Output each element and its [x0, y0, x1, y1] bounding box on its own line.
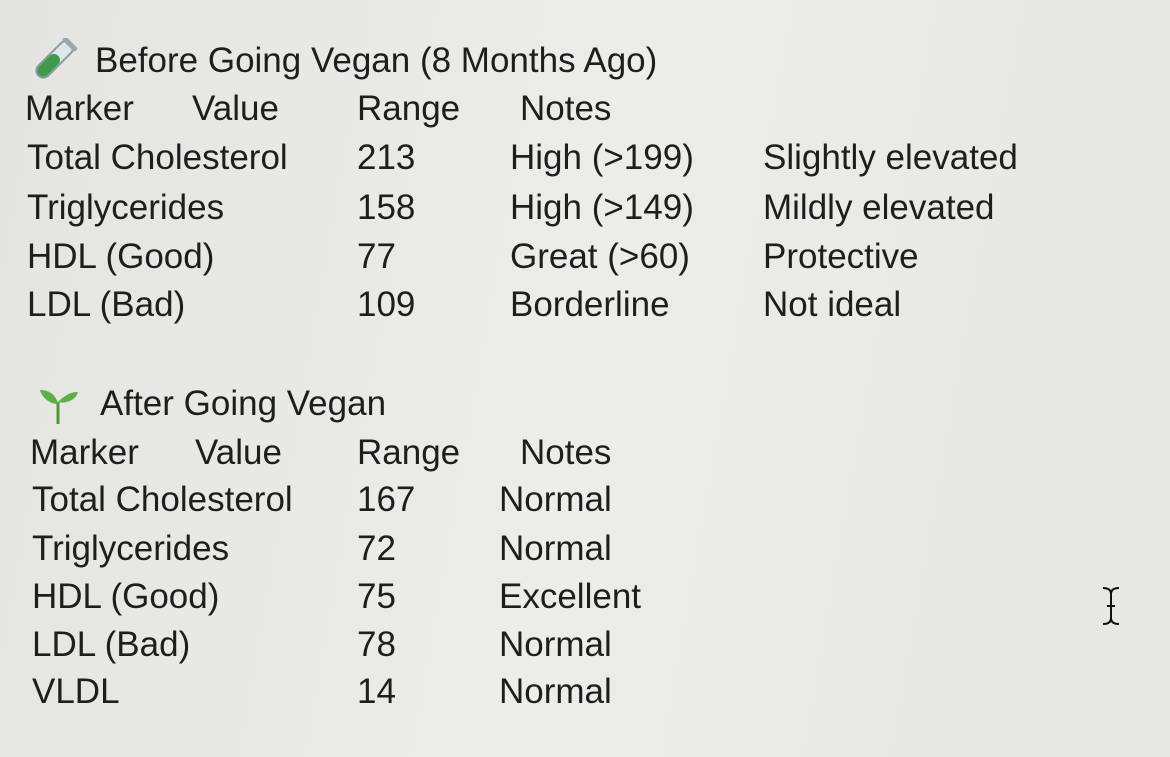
- value-cell: 72: [357, 529, 396, 568]
- column-header: Notes: [520, 433, 612, 472]
- marker-cell: VLDL: [32, 672, 120, 711]
- column-header: Range: [357, 89, 461, 128]
- value-cell: 78: [357, 625, 396, 664]
- value-cell: 75: [357, 577, 396, 616]
- test-tube-icon: [35, 38, 78, 79]
- marker-cell: Total Cholesterol: [27, 138, 288, 177]
- column-header: Notes: [520, 89, 612, 128]
- section-title: Before Going Vegan (8 Months Ago): [95, 41, 658, 80]
- value-cell: 213: [357, 138, 416, 177]
- column-header: Marker: [30, 433, 139, 472]
- value-cell: 77: [357, 237, 396, 276]
- notes-cell: Not ideal: [763, 285, 902, 324]
- marker-cell: Triglycerides: [32, 529, 230, 568]
- column-header: Value: [195, 433, 282, 472]
- notes-cell: Mildly elevated: [763, 188, 995, 227]
- marker-cell: HDL (Good): [32, 577, 220, 616]
- range-cell: Normal: [499, 625, 612, 664]
- range-cell: High (>149): [510, 188, 694, 227]
- value-cell: 158: [357, 188, 416, 227]
- range-cell: Normal: [499, 672, 612, 711]
- section-title: After Going Vegan: [100, 384, 387, 423]
- range-cell: High (>199): [510, 138, 694, 177]
- value-cell: 14: [357, 672, 396, 711]
- range-cell: Borderline: [510, 285, 670, 324]
- text-cursor: [1102, 587, 1120, 625]
- notes-cell: Slightly elevated: [763, 138, 1018, 177]
- column-header: Value: [192, 89, 279, 128]
- marker-cell: LDL (Bad): [32, 625, 191, 664]
- range-cell: Excellent: [499, 577, 642, 616]
- marker-cell: HDL (Good): [27, 237, 215, 276]
- column-header: Range: [357, 433, 461, 472]
- range-cell: Normal: [499, 480, 612, 519]
- range-cell: Normal: [499, 529, 612, 568]
- seedling-icon: [40, 390, 78, 424]
- value-cell: 109: [357, 285, 416, 324]
- marker-cell: Total Cholesterol: [32, 480, 293, 519]
- value-cell: 167: [357, 480, 416, 519]
- range-cell: Great (>60): [510, 237, 690, 276]
- notes-cell: Protective: [763, 237, 919, 276]
- marker-cell: LDL (Bad): [27, 285, 186, 324]
- column-header: Marker: [25, 89, 134, 128]
- marker-cell: Triglycerides: [27, 188, 225, 227]
